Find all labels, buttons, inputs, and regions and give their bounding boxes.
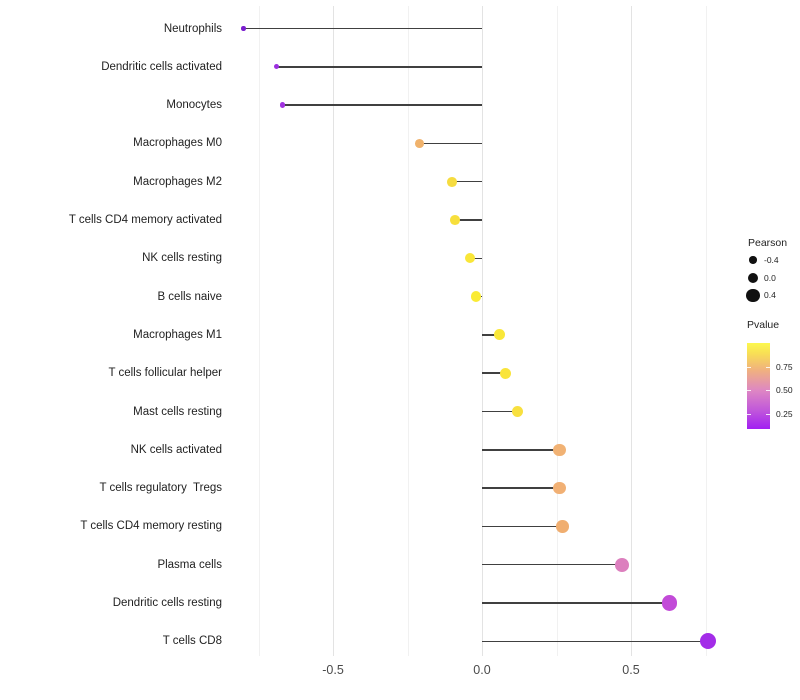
lollipop-stem: [482, 487, 560, 489]
lollipop-stem: [482, 372, 506, 374]
category-label: Mast cells resting: [133, 405, 222, 418]
category-label: Neutrophils: [163, 22, 222, 35]
lollipop-stem: [276, 66, 482, 68]
lollipop-dot: [414, 138, 424, 148]
category-label: Macrophages M2: [133, 175, 222, 188]
legend-pearson-title: Pearson: [748, 237, 788, 249]
colorbar-tick: [747, 366, 751, 368]
category-label: Plasma cells: [157, 558, 222, 571]
lollipop-stem: [482, 640, 709, 643]
lollipop-stem: [470, 257, 482, 260]
lollipop-dot: [494, 329, 506, 341]
lollipop-stem: [282, 104, 482, 106]
category-label: Dendritic cells activated: [101, 60, 222, 73]
category-label: Macrophages M0: [133, 137, 222, 150]
category-label: NK cells activated: [130, 443, 222, 456]
colorbar-tick: [766, 413, 770, 415]
gridline-minor: [556, 6, 558, 656]
gridline-minor: [407, 6, 409, 656]
colorbar-tick-label: 0.75: [776, 361, 793, 372]
colorbar-tick: [747, 390, 751, 392]
gridline-minor: [705, 6, 707, 656]
colorbar-tick: [766, 366, 770, 368]
legend-size-label: 0.0: [764, 272, 776, 283]
lollipop-stem: [482, 563, 623, 566]
x-tick-label: -0.5: [322, 663, 344, 677]
lollipop-dot: [450, 215, 461, 225]
lollipop-dot: [465, 253, 476, 264]
lollipop-dot: [556, 520, 569, 533]
lollipop-stem: [482, 525, 563, 528]
lollipop-stem: [482, 334, 500, 336]
category-label: T cells CD4 memory activated: [68, 214, 222, 226]
gridline-major: [333, 6, 334, 656]
category-label: T cells CD8: [162, 635, 222, 648]
colorbar-tick-label: 0.50: [776, 385, 793, 396]
lollipop-dot: [512, 405, 524, 418]
lollipop-dot: [553, 481, 566, 495]
legend-size-label: -0.4: [764, 255, 779, 265]
colorbar-tick: [766, 390, 770, 392]
category-label: NK cells resting: [142, 252, 222, 265]
lollipop-dot: [615, 557, 629, 572]
category-label: T cells CD4 memory resting: [80, 520, 222, 533]
colorbar-tick-label: 0.25: [776, 408, 793, 419]
lollipop-dot: [447, 176, 458, 187]
legend-size-dot: [747, 272, 759, 283]
gridline-major: [631, 6, 632, 656]
legend-size-label: 0.4: [764, 290, 776, 301]
category-label: Dendritic cells resting: [112, 597, 222, 609]
lollipop-dot: [700, 633, 717, 650]
lollipop-dot: [553, 443, 566, 456]
lollipop-dot: [470, 291, 482, 302]
colorbar-tick: [747, 413, 751, 415]
lollipop-stem: [455, 219, 482, 221]
lollipop-dot: [500, 367, 512, 379]
category-label: T cells follicular helper: [108, 367, 222, 380]
lollipop-dot: [273, 64, 279, 70]
category-label: T cells regulatory Tregs: [99, 482, 222, 495]
lollipop-dot: [279, 102, 286, 108]
legend-size-dot: [746, 288, 760, 303]
x-tick-label: 0.5: [622, 663, 640, 677]
lollipop-stem: [452, 180, 482, 183]
category-label: B cells naive: [157, 290, 222, 303]
lollipop-stem: [482, 602, 670, 604]
lollipop-stem: [243, 27, 482, 30]
lollipop-dot: [241, 26, 246, 31]
lollipop-stem: [482, 449, 560, 451]
legend-size-dot: [749, 256, 757, 264]
lollipop-dot: [662, 595, 678, 611]
gridline-major: [482, 6, 483, 656]
category-label: Monocytes: [166, 99, 222, 112]
lollipop-stem: [419, 142, 482, 145]
pvalue-colorbar: [747, 343, 770, 429]
gridline-minor: [258, 6, 260, 656]
x-tick-label: 0.0: [473, 663, 491, 677]
lollipop-stem: [482, 410, 518, 413]
legend-pvalue-title: Pvalue: [747, 319, 780, 331]
category-label: Macrophages M1: [133, 328, 222, 341]
